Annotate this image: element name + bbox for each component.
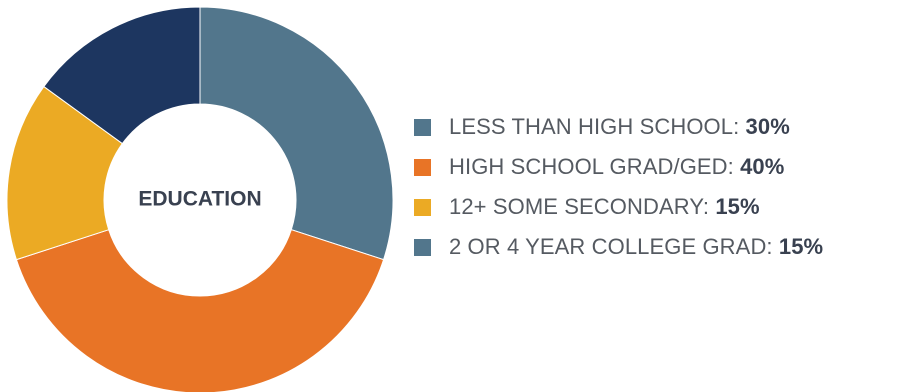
legend-text: 2 OR 4 YEAR COLLEGE GRAD: 15%: [449, 234, 823, 260]
center-label: EDUCATION: [138, 188, 261, 211]
legend: LESS THAN HIGH SCHOOL: 30% HIGH SCHOOL G…: [414, 113, 823, 273]
legend-text: HIGH SCHOOL GRAD/GED: 40%: [449, 154, 784, 180]
legend-label: LESS THAN HIGH SCHOOL:: [449, 114, 746, 139]
donut-slice-3: [43, 6, 201, 145]
legend-swatch: [414, 158, 431, 176]
legend-item-college-grad: 2 OR 4 YEAR COLLEGE GRAD: 15%: [414, 233, 823, 261]
legend-label: 2 OR 4 YEAR COLLEGE GRAD:: [449, 234, 779, 259]
legend-value: 15%: [715, 194, 760, 219]
legend-item-some-secondary: 12+ SOME SECONDARY: 15%: [414, 193, 823, 221]
legend-value: 40%: [740, 154, 785, 179]
donut-chart-area: EDUCATION: [0, 0, 400, 392]
legend-label: HIGH SCHOOL GRAD/GED:: [449, 154, 741, 179]
legend-item-high-school-grad: HIGH SCHOOL GRAD/GED: 40%: [414, 153, 823, 181]
donut-slice-1: [15, 229, 385, 392]
legend-text: 12+ SOME SECONDARY: 15%: [449, 194, 760, 220]
donut-chart: EDUCATION: [6, 6, 394, 392]
legend-label: 12+ SOME SECONDARY:: [449, 194, 716, 219]
legend-text: LESS THAN HIGH SCHOOL: 30%: [449, 114, 790, 140]
legend-value: 15%: [778, 234, 824, 259]
legend-value: 30%: [745, 114, 790, 139]
legend-swatch: [414, 118, 431, 136]
legend-swatch: [414, 238, 431, 256]
donut-slice-0: [199, 6, 394, 261]
legend-item-less-than-high-school: LESS THAN HIGH SCHOOL: 30%: [414, 113, 823, 141]
donut-slices: [6, 6, 394, 392]
legend-swatch: [414, 198, 431, 216]
